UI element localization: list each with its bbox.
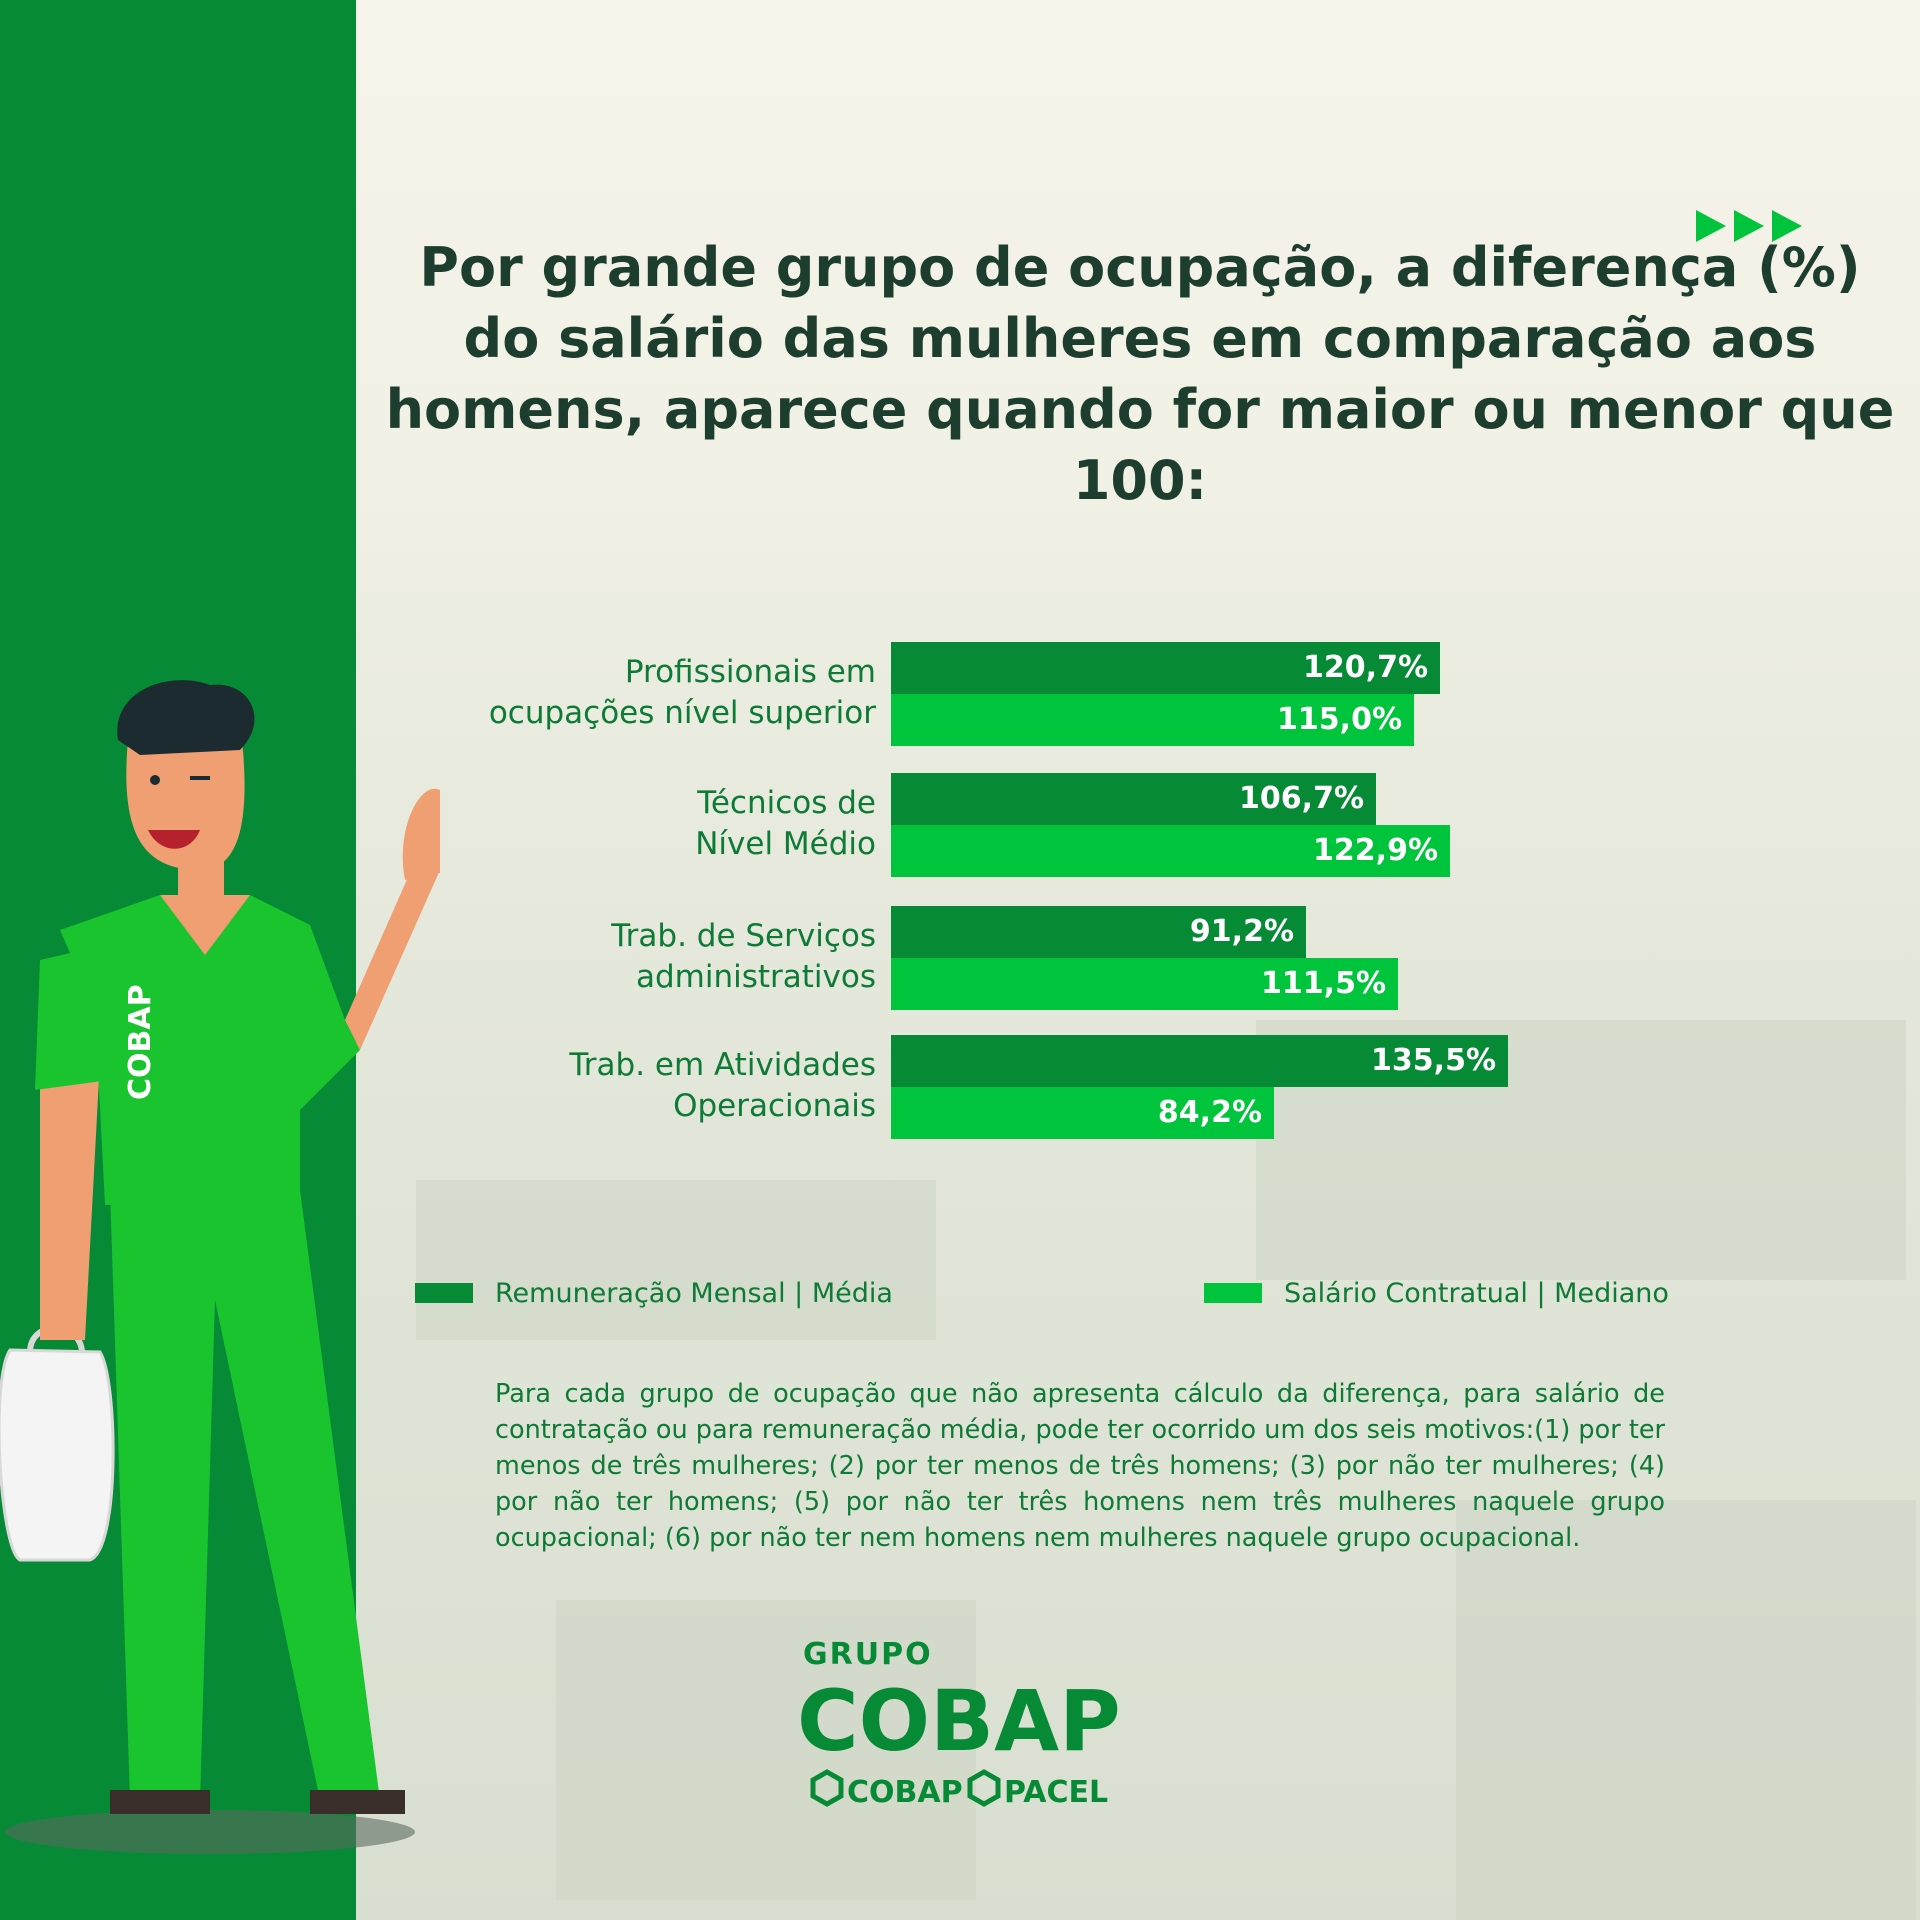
bar-3-1: 84,2%	[891, 1087, 1274, 1139]
bar-2-0: 91,2%	[891, 906, 1306, 958]
category-label-3: Trab. em Atividades Operacionais	[276, 1045, 876, 1127]
logo-brand: COBAP	[797, 1672, 1121, 1770]
forward-arrows-icon	[1696, 210, 1802, 242]
logo-sub-brand-1: COBAP	[847, 1775, 963, 1810]
legend-item-remuneracao: Remuneração Mensal | Média	[415, 1277, 893, 1309]
chart-title: Por grande grupo de ocupação, a diferenç…	[385, 236, 1895, 512]
footnote-text: Para cada grupo de ocupação que não apre…	[495, 1379, 1665, 1553]
waving-worker-illustration: COBAP	[0, 680, 440, 1854]
category-label-line: Trab. de Serviços	[611, 918, 876, 954]
category-label-line: Operacionais	[673, 1088, 876, 1124]
bar-3-0: 135,5%	[891, 1035, 1508, 1087]
bar-value-label: 84,2%	[1157, 1095, 1262, 1130]
legend-swatch-salario	[1204, 1283, 1262, 1303]
legend-swatch-remuneracao	[415, 1283, 473, 1303]
legend-label-remuneracao: Remuneração Mensal | Média	[495, 1277, 893, 1309]
category-label-line: Técnicos de	[697, 785, 876, 821]
bar-value-label: 122,9%	[1313, 833, 1438, 868]
logo-hexagon-icon	[810, 1769, 844, 1807]
grupo-cobap-logo: GRUPO COBAP COBAP PACEL	[797, 1637, 1121, 1810]
bar-value-label: 115,0%	[1277, 702, 1402, 737]
bar-value-label: 111,5%	[1261, 966, 1386, 1001]
logo-group-label: GRUPO	[803, 1637, 933, 1672]
bar-2-1: 111,5%	[891, 958, 1398, 1010]
bar-value-label: 135,5%	[1371, 1043, 1496, 1078]
category-label-0: Profissionais em ocupações nível superior	[276, 652, 876, 734]
category-label-line: Profissionais em	[624, 654, 876, 690]
shirt-logo-text: COBAP	[123, 984, 158, 1100]
legend-label-salario: Salário Contratual | Mediano	[1284, 1277, 1669, 1309]
bar-0-1: 115,0%	[891, 694, 1414, 746]
category-label-2: Trab. de Serviços administrativos	[276, 916, 876, 998]
category-label-1: Técnicos de Nível Médio	[276, 783, 876, 865]
bar-1-1: 122,9%	[891, 825, 1450, 877]
logo-hexagon-icon-2	[967, 1769, 1001, 1807]
logo-sub-brand-2: PACEL	[1004, 1775, 1108, 1810]
bar-value-label: 91,2%	[1189, 914, 1294, 949]
bar-value-label: 106,7%	[1239, 781, 1364, 816]
category-label-line: Nível Médio	[695, 826, 876, 862]
category-label-line: administrativos	[635, 959, 876, 995]
legend-item-salario: Salário Contratual | Mediano	[1204, 1277, 1669, 1309]
background-photo	[356, 0, 1920, 1920]
bar-1-0: 106,7%	[891, 773, 1376, 825]
category-label-line: Trab. em Atividades	[569, 1047, 876, 1083]
bar-0-0: 120,7%	[891, 642, 1440, 694]
bar-value-label: 120,7%	[1303, 650, 1428, 685]
category-label-line: ocupações nível superior	[488, 695, 876, 731]
